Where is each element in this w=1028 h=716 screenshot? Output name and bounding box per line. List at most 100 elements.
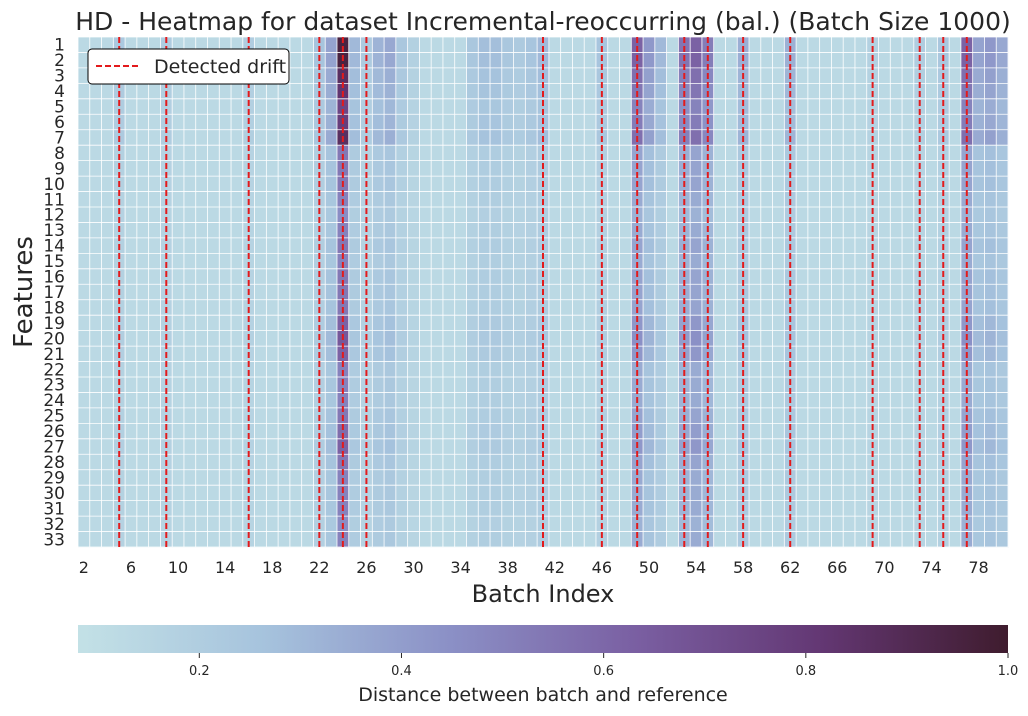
heatmap-cell [195,129,208,146]
heatmap-cell [749,268,762,285]
heatmap-cell [419,98,432,115]
heatmap-cell [949,114,962,131]
heatmap-cell [972,377,985,393]
heatmap-cell [207,531,220,548]
heatmap-cell [548,438,561,455]
heatmap-cell [925,315,938,331]
heatmap-cell [713,176,726,192]
y-tick-label: 1 [54,36,65,56]
heatmap-cell [749,407,762,424]
heatmap-cell [384,531,397,548]
heatmap-cell [278,268,291,285]
heatmap-cell [643,191,656,208]
heatmap-cell [548,160,561,177]
heatmap-cell [513,516,526,532]
heatmap-cell [207,176,220,192]
heatmap-cell [301,98,314,115]
heatmap-cell [231,160,244,177]
heatmap-cell [654,114,667,131]
y-tick-label: 9 [54,159,65,179]
heatmap-cell [478,145,491,161]
heatmap-cell [913,145,926,161]
heatmap-cell [572,284,585,301]
heatmap-cell [136,485,149,501]
heatmap-cell [654,237,667,254]
heatmap-cell [831,330,844,347]
heatmap-cell [972,516,985,532]
heatmap-cell [654,377,667,393]
heatmap-cell [183,392,197,409]
heatmap-cell [278,98,291,115]
heatmap-cell [207,145,220,161]
heatmap-cell [301,346,314,362]
heatmap-cell [289,392,302,409]
heatmap-cell [384,330,397,347]
heatmap-cell [972,145,985,161]
heatmap-cell [148,500,161,517]
heatmap-cell [301,500,314,517]
heatmap-cell [148,191,161,208]
heatmap-cell [772,37,785,53]
heatmap-cell [572,222,585,239]
heatmap-cell [843,284,856,301]
heatmap-cell [725,392,738,409]
heatmap-cell [125,83,138,100]
heatmap-cell [772,407,785,424]
heatmap-cell [454,145,467,161]
heatmap-cell [713,315,726,331]
heatmap-cell [466,454,479,471]
heatmap-cell [902,407,915,424]
heatmap-cell [89,377,102,393]
y-tick-label: 15 [43,252,65,272]
heatmap-cell [195,516,208,532]
heatmap-cell [584,454,597,471]
heatmap-cell [125,253,138,270]
heatmap-cell [348,52,361,69]
heatmap-cell [195,377,208,393]
heatmap-cell [690,299,703,316]
heatmap-cell [678,361,691,378]
heatmap-cell [78,222,91,239]
heatmap-cell [819,407,832,424]
heatmap-cell [360,253,373,270]
heatmap-cell [183,315,197,331]
heatmap-cell [878,114,891,131]
heatmap-cell [172,98,185,115]
heatmap-cell [278,346,291,362]
heatmap-cell [325,469,338,486]
heatmap-cell [419,516,432,532]
heatmap-cell [584,253,597,270]
heatmap-cell [984,516,997,532]
heatmap-cell [972,407,985,424]
heatmap-cell [113,98,126,115]
heatmap-cell [854,454,868,471]
heatmap-cell [984,315,997,331]
heatmap-cell [219,284,232,301]
heatmap-cell [136,500,149,517]
heatmap-cell [525,330,538,347]
heatmap-cell [207,284,220,301]
heatmap-cell [831,392,844,409]
heatmap-cell [89,346,102,362]
heatmap-cell [772,98,785,115]
heatmap-cell [690,377,703,393]
heatmap-cell [807,207,820,223]
heatmap-cell [878,67,891,84]
heatmap-cell [513,83,526,100]
heatmap-cell [584,516,597,532]
heatmap-cell [690,531,703,548]
heatmap-cell [960,207,973,223]
heatmap-cell [607,114,620,131]
heatmap-cell [395,98,408,115]
heatmap-cell [183,129,197,146]
heatmap-cell [866,315,879,331]
heatmap-cell [407,516,420,532]
heatmap-cell [972,222,985,239]
heatmap-cell [819,330,832,347]
heatmap-cell [125,469,138,486]
heatmap-cell [831,485,844,501]
heatmap-cell [254,114,267,131]
heatmap-cell [431,361,444,378]
heatmap-cell [289,52,302,69]
heatmap-cell [372,160,385,177]
